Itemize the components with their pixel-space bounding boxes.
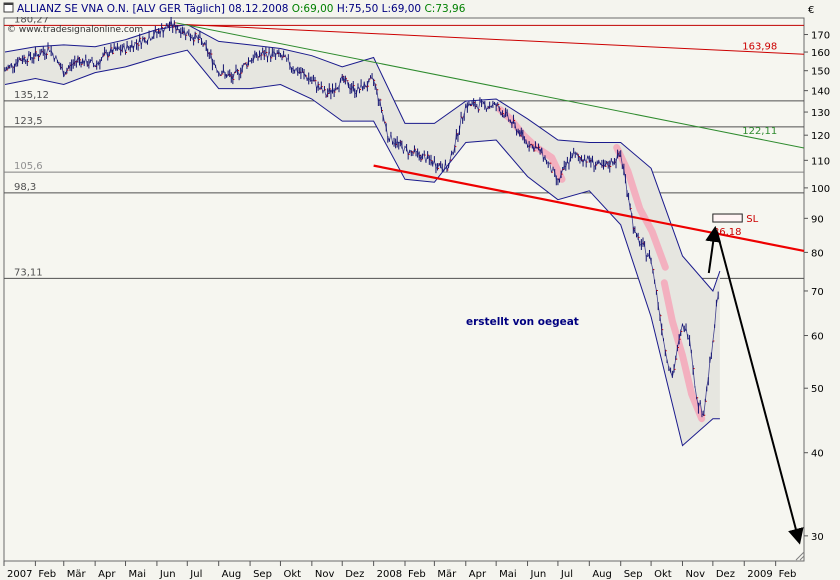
y-tick-label: 50 (811, 384, 824, 395)
x-tick-label: Aug (222, 569, 242, 580)
x-tick-label: Aug (592, 569, 612, 580)
x-tick-label: Jun (159, 569, 176, 580)
x-tick-label: Mär (437, 569, 457, 580)
price-series (4, 15, 719, 418)
x-tick-label: 2009 (747, 569, 772, 580)
y-tick-label: 80 (811, 248, 824, 259)
stop-loss-label: SL (746, 214, 758, 225)
y-tick-label: 60 (811, 332, 824, 343)
x-tick-label: Mär (67, 569, 87, 580)
band-fill (5, 24, 720, 446)
green-trend (176, 22, 805, 149)
pink-highlights (496, 106, 706, 423)
x-tick-label: Mai (499, 569, 517, 580)
level-label: 135,12 (14, 90, 49, 101)
level-label: 105,6 (14, 161, 43, 172)
y-tick-label: 110 (811, 156, 830, 167)
level-label: 123,5 (14, 116, 43, 127)
y-tick-label: 150 (811, 67, 830, 78)
stop-loss-box (712, 213, 743, 223)
y-tick-label: 160 (811, 48, 830, 59)
title-part: ALLIANZ SE VNA O.N. [ALV GER Täglich] (17, 3, 225, 15)
projection-arrows (705, 225, 804, 545)
title-part: L:69,00 (378, 3, 421, 15)
y-tick-label: 130 (811, 108, 830, 119)
x-tick-label: Feb (408, 569, 426, 580)
horizontal-levels: 180,27 135,12 123,5 105,6 98,3 73,11 (4, 14, 804, 279)
x-tick-label: Okt (283, 569, 301, 580)
x-tick-label: Jun (530, 569, 547, 580)
y-tick-label: 30 (811, 532, 824, 543)
x-tick-label: Okt (654, 569, 672, 580)
y-tick-label: 120 (811, 131, 830, 142)
title-part: 08.12.2008 (225, 3, 288, 15)
x-tick-label: 2007 (7, 569, 32, 580)
x-tick-label: Dez (716, 569, 735, 580)
trend-lines: 163,98 122,11 86,18 SL (176, 22, 805, 253)
y-tick-label: 140 (811, 87, 830, 98)
resize-grip-icon[interactable] (795, 551, 805, 561)
x-tick-label: Nov (685, 569, 705, 580)
trend-label: 163,98 (742, 41, 777, 52)
projection-arrow (705, 225, 722, 274)
watermark: © www.tradesignalonline.com (7, 25, 143, 35)
y-tick-label: 40 (811, 449, 824, 460)
pink-highlight-3 (660, 279, 706, 423)
level-label: 73,11 (14, 267, 43, 278)
window-icon (3, 2, 14, 13)
trend-label: 122,11 (742, 126, 777, 137)
x-tick-label: Jul (560, 569, 573, 580)
x-tick-label: Sep (624, 569, 643, 580)
x-tick-label: Feb (779, 569, 797, 580)
trend-label: 86,18 (713, 227, 742, 238)
y-tick-label: 70 (811, 287, 824, 298)
title-part: C:73,96 (421, 3, 466, 15)
price-line (4, 18, 719, 417)
y-axis: 30 40 50 60 70 80 90 100 110 120 130 140 150 160 170 (804, 31, 830, 543)
support-red-trend (373, 164, 805, 253)
x-tick-label: Nov (315, 569, 335, 580)
projection-arrow (715, 231, 804, 545)
level-label: 180,27 (14, 14, 49, 25)
x-tick-label: Feb (38, 569, 56, 580)
x-tick-label: Sep (253, 569, 272, 580)
y-tick-label: 170 (811, 31, 830, 42)
author-annotation: erstellt von oegeat (466, 316, 579, 328)
y-tick-label: 90 (811, 214, 824, 225)
level-label: 98,3 (14, 182, 36, 193)
x-tick-label: 2008 (377, 569, 402, 580)
y-tick-label: 100 (811, 184, 830, 195)
header-bar (0, 0, 840, 17)
x-tick-label: Dez (345, 569, 364, 580)
x-tick-label: Jul (189, 569, 202, 580)
x-tick-label: Apr (469, 569, 487, 580)
bollinger-bands (4, 23, 721, 447)
title-part: O:69,00 (288, 3, 333, 15)
currency-label: € (808, 5, 814, 16)
x-axis: 2007 Feb Mär Apr Mai Jun Jul Aug Sep Okt Nov Dez 200… (3, 561, 797, 580)
x-tick-label: Apr (98, 569, 116, 580)
pink-highlight-2 (613, 144, 669, 271)
x-tick-label: Mai (129, 569, 147, 580)
upper-red-trend (184, 23, 805, 55)
band-lower-line (4, 49, 720, 447)
band-upper-line (4, 23, 721, 292)
pink-highlight-1 (496, 106, 566, 183)
title-part: H:75,50 (333, 3, 378, 15)
chart-title: ALLIANZ SE VNA O.N. [ALV GER Täglich] 08… (17, 3, 466, 15)
